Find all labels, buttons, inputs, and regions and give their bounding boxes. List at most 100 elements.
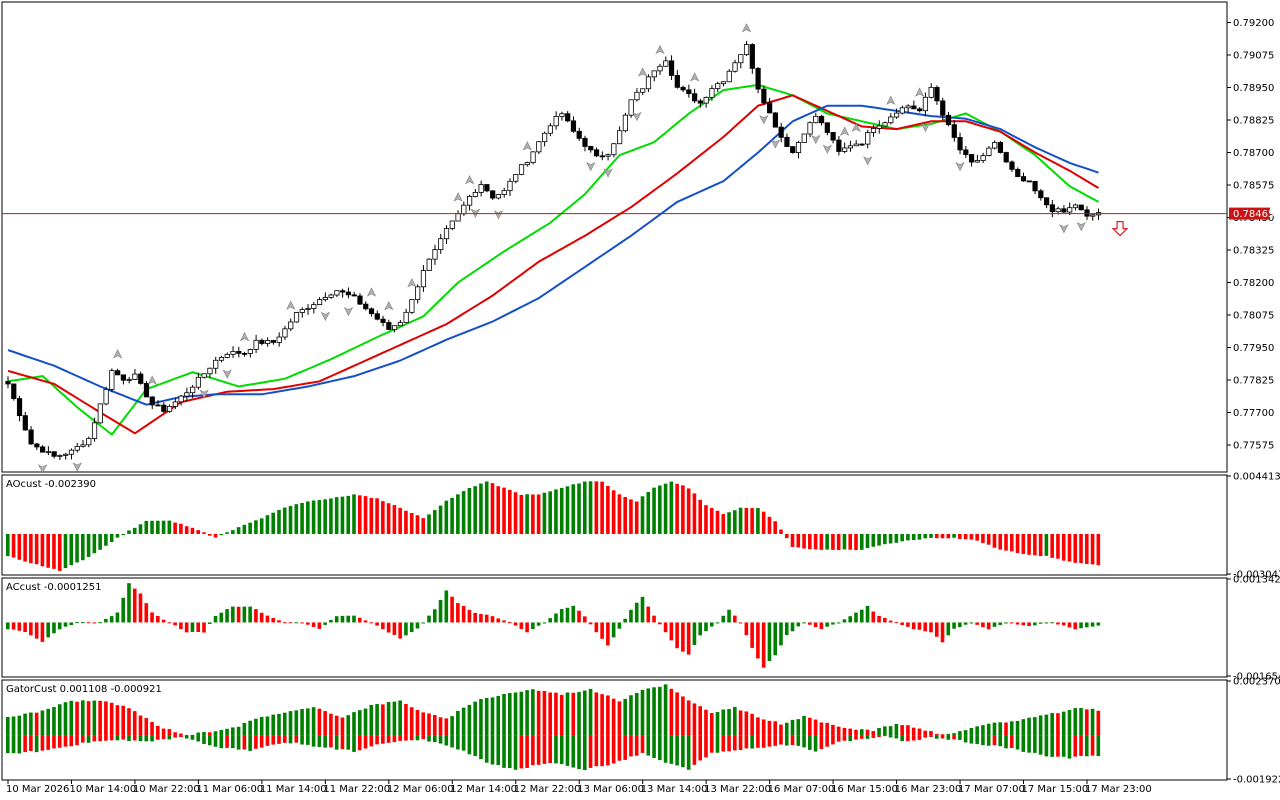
histogram-bar-up xyxy=(727,512,731,534)
gator-lower-bar xyxy=(502,735,506,768)
histogram-bar-down xyxy=(802,533,806,549)
gator-upper-bar xyxy=(658,686,662,736)
gator-upper-bar xyxy=(923,730,928,736)
histogram-bar-down xyxy=(848,533,853,550)
histogram-bar-up xyxy=(1096,622,1101,626)
gator-lower-bar xyxy=(1027,735,1031,753)
candle-bull xyxy=(974,160,980,163)
gator-upper-bar xyxy=(738,710,743,736)
fractal-down-arrow xyxy=(37,464,48,474)
histogram-bar-down xyxy=(704,505,708,534)
gator-lower-bar xyxy=(698,735,702,761)
histogram-bar-down xyxy=(836,533,841,551)
gator-lower-bar xyxy=(381,735,385,744)
gator-lower-bar xyxy=(952,735,956,740)
candle-bear xyxy=(155,404,161,407)
histogram-bar-down xyxy=(456,603,460,623)
time-tick-label: 17 Mar 23:00 xyxy=(1085,784,1152,795)
candle-bull xyxy=(86,438,92,446)
gator-upper-bar xyxy=(865,729,870,736)
candle-bear xyxy=(692,93,698,102)
current-price-tag xyxy=(1229,207,1270,220)
gator-upper-bar xyxy=(196,732,201,736)
histogram-bar-up xyxy=(282,507,287,534)
fractal-up-arrow xyxy=(851,122,861,132)
gator-lower-bar xyxy=(542,735,547,764)
gator-lower-bar xyxy=(906,735,910,742)
gator-lower-bar xyxy=(1090,735,1095,756)
gator-upper-bar xyxy=(906,725,910,736)
histogram-bar-up xyxy=(467,488,472,534)
candle-bull xyxy=(334,290,340,296)
gator-lower-bar xyxy=(767,735,772,747)
histogram-bar-up xyxy=(640,496,645,534)
histogram-bar-up xyxy=(352,615,356,623)
candle-bear xyxy=(363,303,369,310)
gator-upper-bar xyxy=(900,725,904,736)
histogram-bar-down xyxy=(23,533,27,562)
candle-bull xyxy=(876,125,882,129)
fractal-down-arrow xyxy=(72,462,82,472)
price-tick-label: 0.78950 xyxy=(1233,83,1274,94)
histogram-bar-down xyxy=(386,622,391,633)
fractal-up-arrow xyxy=(522,141,532,151)
gator-upper-bar xyxy=(998,722,1003,736)
histogram-bar-up xyxy=(531,622,535,630)
moving-averages xyxy=(7,83,1100,437)
candle-bear xyxy=(11,383,17,399)
histogram-bar-down xyxy=(715,510,720,534)
histogram-bar-down xyxy=(808,533,812,550)
gator-upper-bar xyxy=(623,698,627,736)
candle-bear xyxy=(340,290,346,293)
histogram-bar-down xyxy=(392,505,397,534)
candle-bear xyxy=(40,446,46,453)
histogram-bar-down xyxy=(686,622,691,655)
candle-bull xyxy=(640,88,646,93)
histogram-bar-down xyxy=(1061,622,1066,626)
gator-upper-bar xyxy=(1038,715,1043,736)
candle-bear xyxy=(270,340,277,343)
histogram-bar-up xyxy=(6,533,10,557)
histogram-bar-down xyxy=(173,622,177,626)
histogram-bar-up xyxy=(242,606,247,623)
gator-lower-bar xyxy=(583,735,587,771)
price-tick-label: 0.77825 xyxy=(1233,376,1274,387)
histogram-bar-down xyxy=(277,620,281,623)
gator-upper-bar xyxy=(969,727,974,736)
histogram-bar-up xyxy=(848,616,853,623)
histogram-bar-down xyxy=(992,533,997,548)
indicator-tick-label: -0.0016545 xyxy=(1233,672,1280,683)
histogram-bar-up xyxy=(432,609,437,623)
gator-upper-bar xyxy=(432,714,437,736)
histogram-bar-down xyxy=(496,618,501,623)
gator-upper-bar xyxy=(894,723,899,736)
histogram-bar-up xyxy=(571,605,576,623)
gator-upper-bar xyxy=(138,715,143,736)
candle-bull xyxy=(472,192,478,197)
candle-bull xyxy=(847,145,854,149)
candle-bull xyxy=(311,304,317,309)
histogram-bar-down xyxy=(975,622,979,625)
gator-lower-bar xyxy=(1073,735,1078,757)
gator-lower-bar xyxy=(438,735,443,744)
histogram-bar-up xyxy=(104,533,108,546)
gator-lower-bar xyxy=(69,735,74,747)
gator-lower-bar xyxy=(640,735,645,753)
histogram-bar-down xyxy=(467,609,472,623)
candle-bull xyxy=(224,353,230,358)
gator-upper-bar xyxy=(831,724,835,736)
histogram-bar-up xyxy=(698,622,702,636)
histogram-bar-up xyxy=(825,622,829,627)
histogram-bar-up xyxy=(81,533,85,561)
gator-upper-bar xyxy=(617,701,622,736)
candle-bull xyxy=(322,297,328,301)
gator-lower-bar xyxy=(81,735,85,743)
gator-upper-bar xyxy=(963,730,968,736)
gator-upper-bar xyxy=(479,699,483,736)
gator-upper-bar xyxy=(1009,721,1014,736)
histogram-bar-up xyxy=(721,615,726,623)
gator-lower-bar xyxy=(594,735,599,767)
gator-upper-bar xyxy=(611,698,616,736)
histogram-bar-up xyxy=(225,609,229,623)
